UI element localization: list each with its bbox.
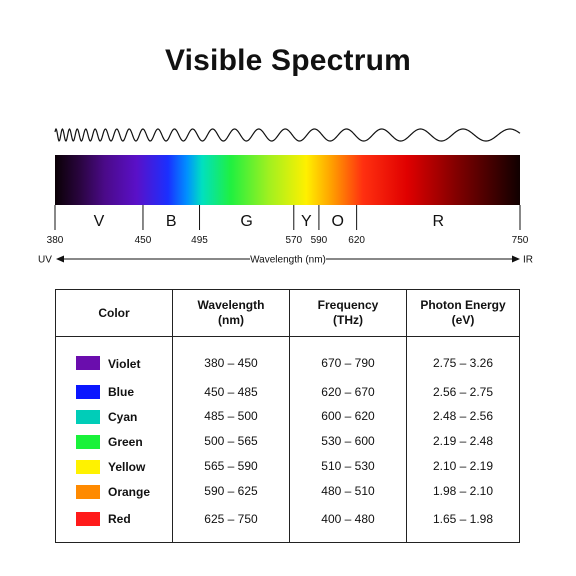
- header-color-label: Color: [98, 305, 130, 320]
- energy-cell: 2.19 – 2.48: [406, 428, 519, 454]
- energy-cell: 1.65 – 1.98: [406, 503, 519, 542]
- band-letter-r: R: [433, 213, 445, 230]
- header-energy-line1: Photon Energy: [420, 298, 506, 312]
- color-cell: Red: [56, 504, 173, 542]
- table-row: Green 500 – 565 530 – 600 2.19 – 2.48: [56, 428, 519, 454]
- color-swatch: [76, 356, 100, 371]
- tick-label: 570: [285, 235, 302, 246]
- color-name: Green: [108, 434, 143, 449]
- band-letter-g: G: [240, 213, 252, 230]
- energy-cell: 2.56 – 2.75: [406, 379, 519, 404]
- energy-cell: 2.48 – 2.56: [406, 403, 519, 429]
- wavelength-cell: 565 – 590: [172, 453, 290, 479]
- header-energy: Photon Energy (eV): [406, 290, 519, 337]
- table-row: Yellow 565 – 590 510 – 530 2.10 – 2.19: [56, 453, 519, 479]
- axis-label: Wavelength (nm): [250, 255, 326, 266]
- table-row: Cyan 485 – 500 600 – 620 2.48 – 2.56: [56, 403, 519, 429]
- header-frequency-line1: Frequency: [317, 298, 379, 312]
- color-cell: Orange: [56, 479, 173, 504]
- frequency-cell: 510 – 530: [289, 453, 407, 479]
- ir-label: IR: [523, 255, 533, 266]
- spectrum-bar: [55, 155, 520, 205]
- color-swatch: [76, 384, 100, 399]
- color-swatch: [76, 484, 100, 499]
- color-swatch: [76, 512, 100, 527]
- header-wavelength: Wavelength (nm): [172, 290, 290, 337]
- wavelength-cell: 485 – 500: [172, 403, 290, 429]
- header-frequency: Frequency (THz): [289, 290, 407, 337]
- band-letter-v: V: [94, 213, 105, 230]
- wavelength-cell: 450 – 485: [172, 379, 290, 404]
- energy-cell: 2.75 – 3.26: [406, 336, 519, 380]
- energy-cell: 2.10 – 2.19: [406, 453, 519, 479]
- wavelength-cell: 590 – 625: [172, 478, 290, 504]
- wavelength-axis: UV IR Wavelength (nm): [38, 253, 533, 266]
- tick-label: 750: [512, 235, 529, 246]
- table-row: Orange 590 – 625 480 – 510 1.98 – 2.10: [56, 478, 519, 504]
- header-wavelength-line2: (nm): [218, 313, 244, 327]
- table-row: Violet 380 – 450 670 – 790 2.75 – 3.26: [56, 336, 519, 380]
- header-energy-line2: (eV): [451, 313, 475, 327]
- color-cell: Violet: [56, 337, 173, 380]
- frequency-cell: 480 – 510: [289, 478, 407, 504]
- frequency-cell: 600 – 620: [289, 403, 407, 429]
- tick-marks: [54, 205, 521, 230]
- arrow-right-icon: [512, 255, 520, 263]
- page-title: Visible Spectrum: [164, 44, 412, 77]
- band-letter-o: O: [332, 213, 344, 230]
- color-name: Yellow: [108, 459, 146, 474]
- color-swatch: [76, 434, 100, 449]
- color-cell: Blue: [56, 379, 173, 404]
- frequency-cell: 670 – 790: [289, 336, 407, 380]
- energy-cell: 1.98 – 2.10: [406, 478, 519, 504]
- spectrum-diagram: V B G Y O R 380 450 495 570 590 620 750 UV IR Wavel…: [38, 127, 533, 266]
- table-row: Red 625 – 750 400 – 480 1.65 – 1.98: [56, 503, 519, 542]
- band-letter-y: Y: [301, 213, 312, 230]
- color-name: Blue: [108, 384, 135, 399]
- wavelength-cell: 625 – 750: [172, 503, 290, 542]
- color-cell: Cyan: [56, 404, 173, 429]
- wavelength-cell: 380 – 450: [172, 336, 290, 380]
- color-name: Red: [108, 512, 131, 527]
- tick-label: 450: [135, 235, 152, 246]
- table-header-row: Color Wavelength (nm) Frequency (THz) Phot…: [56, 290, 519, 337]
- frequency-cell: 400 – 480: [289, 503, 407, 542]
- color-name: Orange: [108, 484, 151, 499]
- band-letter-b: B: [166, 213, 177, 230]
- tick-label: 380: [47, 235, 64, 246]
- header-color: Color: [56, 290, 173, 337]
- color-cell: Yellow: [56, 454, 173, 479]
- color-swatch: [76, 409, 100, 424]
- color-name: Cyan: [108, 409, 138, 424]
- header-wavelength-line1: Wavelength: [197, 298, 265, 312]
- table-row: Blue 450 – 485 620 – 670 2.56 – 2.75: [56, 379, 519, 404]
- color-swatch: [76, 459, 100, 474]
- uv-label: UV: [38, 255, 52, 266]
- spectrum-table: Color Wavelength (nm) Frequency (THz) Phot…: [55, 289, 520, 543]
- tick-label: 590: [311, 235, 328, 246]
- frequency-cell: 530 – 600: [289, 428, 407, 454]
- frequency-cell: 620 – 670: [289, 379, 407, 404]
- tick-label: 620: [348, 235, 365, 246]
- wavelength-wave: [54, 127, 521, 142]
- tick-labels: 380 450 495 570 590 620 750: [47, 235, 529, 246]
- color-name: Violet: [108, 356, 141, 371]
- color-cell: Green: [56, 429, 173, 454]
- axis-label-bg: [250, 253, 326, 265]
- tick-label: 495: [191, 235, 208, 246]
- arrow-left-icon: [56, 255, 64, 263]
- wavelength-cell: 500 – 565: [172, 428, 290, 454]
- header-frequency-line2: (THz): [333, 313, 363, 327]
